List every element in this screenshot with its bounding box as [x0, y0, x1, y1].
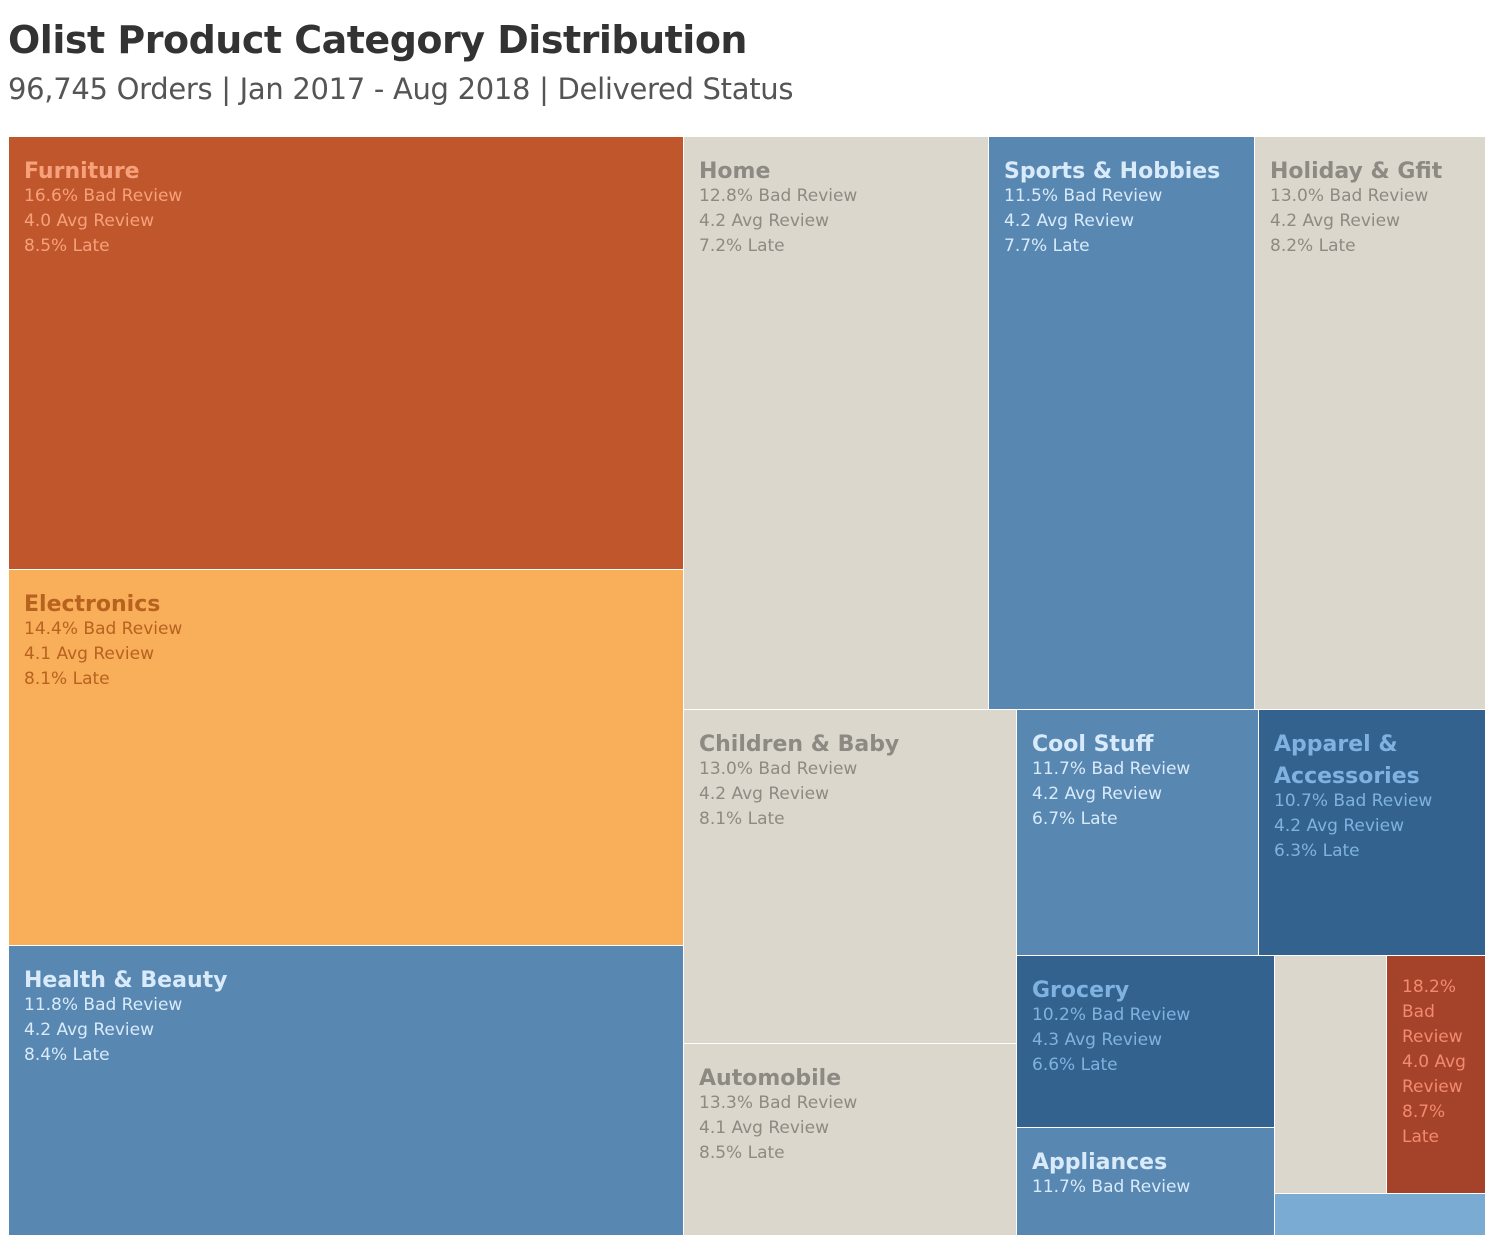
tile-label: Appliances: [1032, 1150, 1168, 1175]
tile-label: Automobile: [699, 1066, 842, 1091]
treemap-tile[interactable]: [1274, 955, 1387, 1194]
treemap-tile[interactable]: Home 12.8% Bad Review 4.2 Avg Review 7.2% L…: [683, 136, 989, 710]
tile-label: Health & Beauty: [24, 968, 228, 993]
tile-label: Electronics: [24, 592, 161, 617]
tile-metric: 4.2 Avg Review: [1004, 211, 1134, 231]
tile-metric: 8.7%: [1402, 1102, 1446, 1122]
tile-label: Home: [699, 159, 771, 184]
treemap-tile[interactable]: Children & Baby 13.0% Bad Review 4.2 Avg R…: [683, 709, 1017, 1044]
tile-metric: Bad: [1402, 1002, 1435, 1022]
tile-metric: 6.7% Late: [1032, 809, 1118, 829]
tile-metric: 13.0% Bad Review: [699, 759, 858, 779]
tile-label: Holiday & Gfit: [1270, 159, 1443, 184]
page-subtitle: 96,745 Orders | Jan 2017 - Aug 2018 | De…: [8, 72, 794, 106]
tile-metric: 4.2 Avg Review: [1032, 784, 1162, 804]
treemap-tile[interactable]: [1274, 1193, 1486, 1236]
tile-metric: 4.2 Avg Review: [699, 211, 829, 231]
tile-metric: 4.0 Avg Review: [24, 211, 154, 231]
tile-label: Grocery: [1032, 978, 1130, 1003]
treemap-tile[interactable]: Sports & Hobbies 11.5% Bad Review 4.2 Avg …: [988, 136, 1255, 710]
tile-metric: 8.2% Late: [1270, 236, 1356, 256]
tile-metric: 8.4% Late: [24, 1045, 110, 1065]
tile-metric: 4.3 Avg Review: [1032, 1030, 1162, 1050]
tile-metric: 4.2 Avg Review: [24, 1020, 154, 1040]
tile-metric: 4.2 Avg Review: [1274, 816, 1404, 836]
tile-metric: 16.6% Bad Review: [24, 186, 183, 206]
treemap-tile[interactable]: Grocery 10.2% Bad Review 4.3 Avg Review 6.6…: [1016, 955, 1275, 1128]
treemap-tile[interactable]: Appliances 11.7% Bad Review: [1016, 1127, 1275, 1236]
tile-metric: 11.5% Bad Review: [1004, 186, 1163, 206]
tile-metric: 4.1 Avg Review: [24, 644, 154, 664]
treemap-tile[interactable]: Holiday & Gfit 13.0% Bad Review 4.2 Avg Re…: [1254, 136, 1486, 710]
tile-metric: 6.3% Late: [1274, 841, 1360, 861]
tile-metric: 8.5% Late: [24, 236, 110, 256]
tile-metric: 11.7% Bad Review: [1032, 1177, 1191, 1197]
tile-label: Apparel & Accessories: [1274, 732, 1420, 789]
tile-metric: 4.0 Avg: [1402, 1052, 1466, 1072]
tile-label: Cool Stuff: [1032, 732, 1154, 757]
tile-metric: 4.2 Avg Review: [699, 784, 829, 804]
tile-metric: 11.7% Bad Review: [1032, 759, 1191, 779]
tile-metric: 10.7% Bad Review: [1274, 791, 1433, 811]
page-title: Olist Product Category Distribution: [8, 18, 747, 62]
tile-metric: 6.6% Late: [1032, 1055, 1118, 1075]
tile-metric: 7.2% Late: [699, 236, 785, 256]
tile-label: Children & Baby: [699, 732, 900, 757]
tile-metric: 14.4% Bad Review: [24, 619, 183, 639]
treemap-tile[interactable]: Furniture 16.6% Bad Review 4.0 Avg Review 8…: [8, 136, 684, 570]
tile-label: Furniture: [24, 159, 140, 184]
tile-metric: 4.1 Avg Review: [699, 1118, 829, 1138]
treemap-tile[interactable]: Electronics 14.4% Bad Review 4.1 Avg Revie…: [8, 569, 684, 946]
treemap-tile[interactable]: 18.2% Bad Review 4.0 Avg Review 8.7% Late: [1386, 955, 1486, 1194]
treemap-tile[interactable]: Apparel & Accessories 10.7% Bad Review 4.2…: [1258, 709, 1486, 956]
tile-label: Sports & Hobbies: [1004, 159, 1221, 184]
tile-metric: 7.7% Late: [1004, 236, 1090, 256]
tile-metric: 8.5% Late: [699, 1143, 785, 1163]
tile-metric: 8.1% Late: [699, 809, 785, 829]
tile-metric: Late: [1402, 1127, 1440, 1147]
tile-metric: 10.2% Bad Review: [1032, 1005, 1191, 1025]
tile-metric: Review: [1402, 1077, 1463, 1097]
treemap-tile[interactable]: Cool Stuff 11.7% Bad Review 4.2 Avg Review…: [1016, 709, 1259, 956]
tile-metric: 11.8% Bad Review: [24, 995, 183, 1015]
tile-metric: Review: [1402, 1027, 1463, 1047]
treemap-chart: Furniture 16.6% Bad Review 4.0 Avg Review 8…: [8, 136, 1486, 1236]
tile-metric: 13.0% Bad Review: [1270, 186, 1429, 206]
tile-metric: 4.2 Avg Review: [1270, 211, 1400, 231]
treemap-tile[interactable]: Automobile 13.3% Bad Review 4.1 Avg Review…: [683, 1043, 1017, 1236]
tile-metric: 18.2%: [1402, 977, 1457, 997]
tile-metric: 12.8% Bad Review: [699, 186, 858, 206]
tile-metric: 13.3% Bad Review: [699, 1093, 858, 1113]
treemap-tile[interactable]: Health & Beauty 11.8% Bad Review 4.2 Avg R…: [8, 945, 684, 1236]
tile-metric: 8.1% Late: [24, 669, 110, 689]
